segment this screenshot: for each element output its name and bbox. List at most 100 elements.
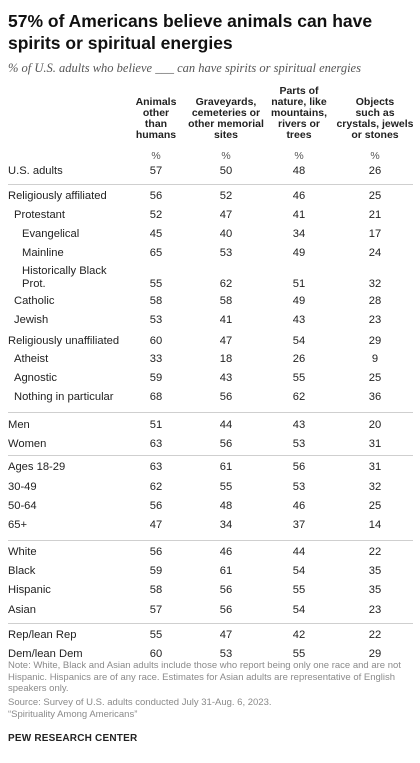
table-cell: 54 xyxy=(292,565,306,577)
table-cell: 55 xyxy=(219,481,233,493)
table-cell: 60 xyxy=(149,335,163,347)
table-cell: 25 xyxy=(368,372,382,384)
table-cell: 56 xyxy=(149,546,163,558)
row-label: Evangelical xyxy=(22,228,80,240)
table-cell: 42 xyxy=(292,629,306,641)
unit-label: % xyxy=(294,150,304,162)
table-cell: 43 xyxy=(292,314,306,326)
table-cell: 60 xyxy=(149,648,163,660)
table-cell: 65 xyxy=(149,247,163,259)
table-cell: 43 xyxy=(292,419,306,431)
table-cell: 56 xyxy=(219,438,233,450)
table-cell: 46 xyxy=(292,190,306,202)
table-cell: 46 xyxy=(292,500,306,512)
table-cell: 35 xyxy=(368,584,382,596)
table-cell: 32 xyxy=(368,278,382,290)
table-cell: 56 xyxy=(149,190,163,202)
table-cell: 35 xyxy=(368,565,382,577)
row-label: Hispanic xyxy=(8,584,51,596)
chart-title: 57% of Americans believe animals can hav… xyxy=(8,11,373,53)
table-cell: 68 xyxy=(149,391,163,403)
table-cell: 53 xyxy=(292,438,306,450)
table-cell: 36 xyxy=(368,391,382,403)
table-cell: 21 xyxy=(368,209,382,221)
row-label: Black xyxy=(8,565,36,577)
row-label: 30-49 xyxy=(8,481,37,493)
row-label: Ages 18-29 xyxy=(8,461,66,473)
table-cell: 20 xyxy=(368,419,382,431)
table-cell: 32 xyxy=(368,481,382,493)
table-cell: 63 xyxy=(149,438,163,450)
table-cell: 18 xyxy=(219,353,233,365)
table-cell: 51 xyxy=(292,278,306,290)
row-label: Agnostic xyxy=(14,372,57,384)
table-cell: 54 xyxy=(292,335,306,347)
table-cell: 55 xyxy=(292,372,306,384)
table-cell: 44 xyxy=(292,546,306,558)
column-header: Parts of nature, like mountains, rivers … xyxy=(270,85,327,141)
table-cell: 37 xyxy=(292,519,306,531)
table-cell: 48 xyxy=(292,165,306,177)
table-cell: 48 xyxy=(219,500,233,512)
unit-label: % xyxy=(370,150,380,162)
group-divider xyxy=(8,455,413,456)
table-cell: 52 xyxy=(149,209,163,221)
note-text: Note: White, Black and Asian adults incl… xyxy=(8,660,401,694)
table-cell: 61 xyxy=(219,565,233,577)
row-label: Catholic xyxy=(14,295,55,307)
table-cell: 24 xyxy=(368,247,382,259)
table-cell: 54 xyxy=(292,604,306,616)
table-cell: 22 xyxy=(368,546,382,558)
table-cell: 47 xyxy=(219,209,233,221)
chart-subtitle: % of U.S. adults who believe ___ can hav… xyxy=(8,61,361,75)
table-cell: 23 xyxy=(368,314,382,326)
table-cell: 55 xyxy=(149,629,163,641)
table-cell: 59 xyxy=(149,565,163,577)
table-cell: 61 xyxy=(219,461,233,473)
row-label: 50-64 xyxy=(8,500,37,512)
table-cell: 57 xyxy=(149,165,163,177)
source-text: Source: Survey of U.S. adults conducted … xyxy=(8,697,272,708)
row-label: 65+ xyxy=(8,519,27,531)
report-title: “Spirituality Among Americans” xyxy=(8,709,138,720)
table-cell: 63 xyxy=(149,461,163,473)
table-cell: 58 xyxy=(149,584,163,596)
table-cell: 31 xyxy=(368,461,382,473)
unit-label: % xyxy=(221,150,231,162)
table-cell: 40 xyxy=(219,228,233,240)
table-cell: 62 xyxy=(219,278,233,290)
table-cell: 56 xyxy=(219,584,233,596)
table-cell: 31 xyxy=(368,438,382,450)
row-label: Historically Black Prot. xyxy=(22,265,107,290)
table-cell: 56 xyxy=(219,604,233,616)
row-label: White xyxy=(8,546,37,558)
column-header: Graveyards, cemeteries or other memorial… xyxy=(188,96,264,141)
row-label: Protestant xyxy=(14,209,65,221)
table-cell: 53 xyxy=(219,648,233,660)
table-cell: 47 xyxy=(219,335,233,347)
table-cell: 26 xyxy=(292,353,306,365)
table-cell: 26 xyxy=(368,165,382,177)
row-label: Dem/lean Dem xyxy=(8,648,83,660)
row-label: Rep/lean Rep xyxy=(8,629,77,641)
table-cell: 25 xyxy=(368,190,382,202)
group-divider xyxy=(8,412,413,413)
table-cell: 55 xyxy=(292,648,306,660)
table-cell: 17 xyxy=(368,228,382,240)
table-cell: 22 xyxy=(368,629,382,641)
table-cell: 47 xyxy=(149,519,163,531)
table-cell: 55 xyxy=(292,584,306,596)
table-cell: 41 xyxy=(292,209,306,221)
table-cell: 23 xyxy=(368,604,382,616)
row-label: U.S. adults xyxy=(8,165,63,177)
table-cell: 58 xyxy=(219,295,233,307)
table-cell: 9 xyxy=(371,353,379,365)
table-cell: 50 xyxy=(219,165,233,177)
table-cell: 25 xyxy=(368,500,382,512)
table-cell: 55 xyxy=(149,278,163,290)
pew-logo: PEW RESEARCH CENTER xyxy=(8,733,138,744)
table-cell: 34 xyxy=(219,519,233,531)
table-cell: 58 xyxy=(149,295,163,307)
table-cell: 56 xyxy=(149,500,163,512)
row-label: Asian xyxy=(8,604,36,616)
